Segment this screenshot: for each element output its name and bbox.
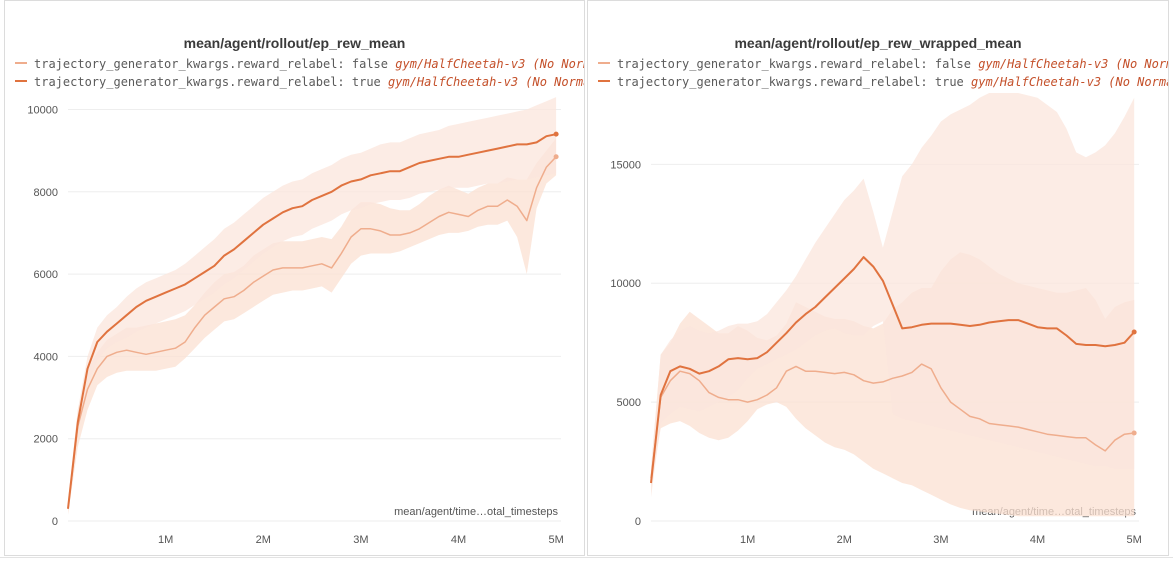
x-tick-label: 1M xyxy=(740,534,755,546)
series-end-point-false[interactable] xyxy=(553,154,559,160)
x-tick-label: 2M xyxy=(256,534,271,546)
chart-legend: trajectory_generator_kwargs.reward_relab… xyxy=(15,55,584,91)
legend-label-false: trajectory_generator_kwargs.reward_relab… xyxy=(34,57,389,71)
x-tick-label: 3M xyxy=(933,534,948,546)
series-end-point-true[interactable] xyxy=(1131,329,1137,335)
series-line-false[interactable] xyxy=(67,156,557,509)
series-line-true[interactable] xyxy=(650,256,1135,484)
legend-env-false: gym/HalfCheetah-v3 (No Normalization) xyxy=(978,57,1168,71)
legend-entry-true[interactable]: trajectory_generator_kwargs.reward_relab… xyxy=(598,73,1168,91)
chart-svg-left: 0 2000 4000 6000 8000 10000 1M 2M 3M 4M 5M mean/age… xyxy=(27,97,564,546)
series-line-true[interactable] xyxy=(67,133,557,509)
series-band-true xyxy=(651,93,1135,498)
x-tick-label: 5M xyxy=(1127,534,1142,546)
series-end-point-true[interactable] xyxy=(553,131,559,137)
legend-env-true: gym/HalfCheetah-v3 (No Normalization) xyxy=(388,75,584,89)
chart-legend: trajectory_generator_kwargs.reward_relab… xyxy=(598,55,1168,91)
legend-label-false: trajectory_generator_kwargs.reward_relab… xyxy=(617,57,972,71)
y-tick-label: 15000 xyxy=(610,159,641,171)
legend-swatch-true xyxy=(15,79,27,82)
y-tick-label: 8000 xyxy=(34,187,58,199)
chart-svg-right: 0500010000150001M2M3M4M5Mmean/agent/time… xyxy=(610,93,1142,546)
chart-title: mean/agent/rollout/ep_rew_wrapped_mean xyxy=(734,35,1022,51)
series-end-point-false[interactable] xyxy=(1131,430,1137,436)
series-line-false[interactable] xyxy=(650,363,1135,479)
x-tick-label: 1M xyxy=(158,534,173,546)
x-tick-label: 4M xyxy=(451,534,466,546)
legend-entry-false[interactable]: trajectory_generator_kwargs.reward_relab… xyxy=(598,55,1168,73)
y-tick-label: 0 xyxy=(52,516,58,528)
chart-panel-right: 0500010000150001M2M3M4M5Mmean/agent/time… xyxy=(587,0,1169,556)
series-band-false xyxy=(68,138,557,515)
y-tick-label: 10000 xyxy=(27,104,58,116)
legend-env-false: gym/HalfCheetah-v3 (No Normalization) xyxy=(395,57,584,71)
x-tick-label: 5M xyxy=(548,534,563,546)
chart-title: mean/agent/rollout/ep_rew_mean xyxy=(183,35,406,51)
legend-swatch-false xyxy=(598,61,610,64)
legend-swatch-false xyxy=(15,61,27,64)
y-tick-label: 5000 xyxy=(617,397,641,409)
legend-label-true: trajectory_generator_kwargs.reward_relab… xyxy=(617,75,964,89)
chart-panel-left: 0 2000 4000 6000 8000 10000 1M 2M 3M 4M 5M mean/age… xyxy=(4,0,585,556)
legend-entry-false[interactable]: trajectory_generator_kwargs.reward_relab… xyxy=(15,55,584,73)
y-tick-label: 2000 xyxy=(34,434,58,446)
legend-entry-true[interactable]: trajectory_generator_kwargs.reward_relab… xyxy=(15,73,584,91)
series-band-true xyxy=(68,97,557,513)
legend-label-true: trajectory_generator_kwargs.reward_relab… xyxy=(34,75,381,89)
y-tick-label: 10000 xyxy=(610,278,641,290)
y-tick-label: 4000 xyxy=(34,351,58,363)
x-tick-label: 2M xyxy=(837,534,852,546)
page-divider xyxy=(0,557,1173,558)
x-tick-label: 4M xyxy=(1030,534,1045,546)
legend-swatch-true xyxy=(598,79,610,82)
y-tick-label: 0 xyxy=(635,516,641,528)
x-axis-label: mean/agent/time…otal_timesteps xyxy=(394,506,558,518)
y-tick-label: 6000 xyxy=(34,269,58,281)
legend-env-true: gym/HalfCheetah-v3 (No Normalization) xyxy=(971,75,1168,89)
x-tick-label: 3M xyxy=(353,534,368,546)
